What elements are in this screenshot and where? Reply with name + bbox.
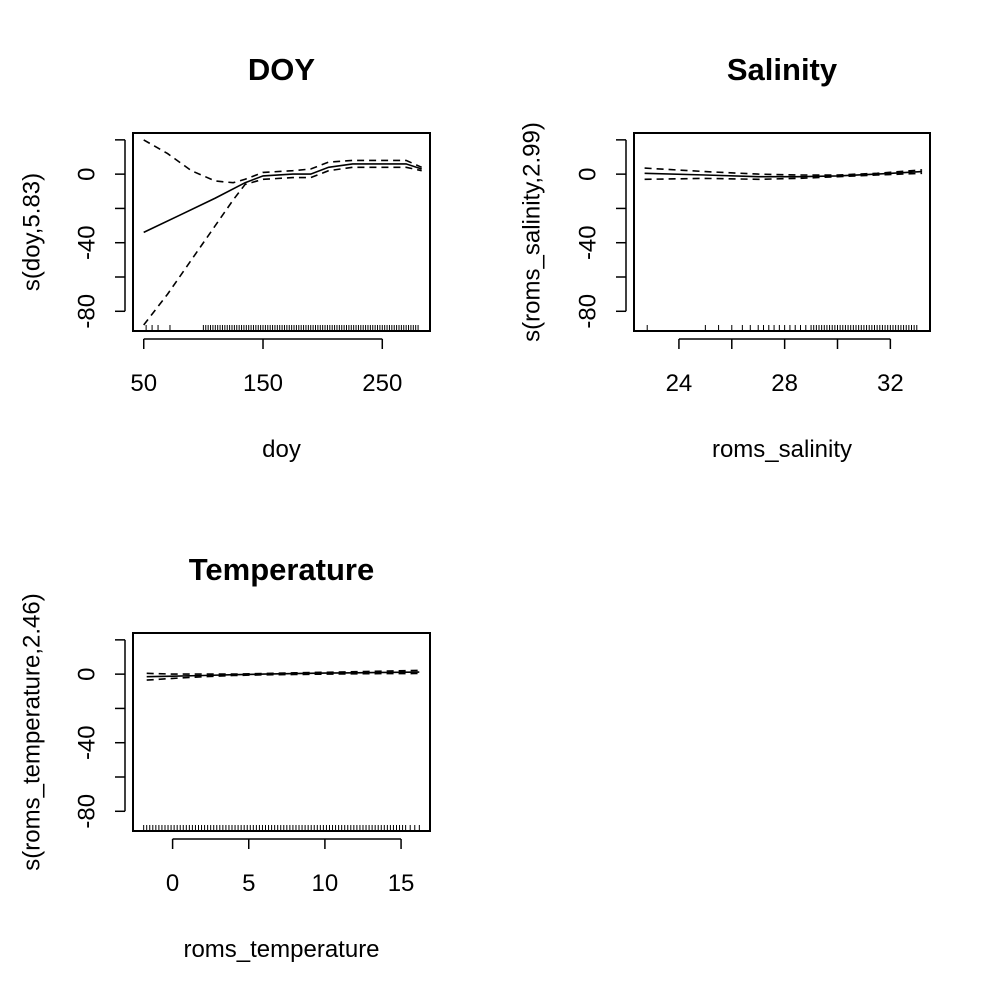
panel-salinity-y-tick-label: 0	[575, 167, 602, 180]
panel-salinity-rug	[646, 325, 918, 331]
panel-salinity-x-axis-label: roms_salinity	[712, 436, 852, 463]
panel-salinity-y-axis-label: s(roms_salinity,2.99)	[519, 122, 546, 342]
panel-doy-y-tick-label: 0	[74, 167, 101, 180]
panel-doy-x-tick-label: 150	[243, 370, 283, 397]
panel-temperature-y-tick-label: -80	[74, 794, 101, 829]
panel-doy-lower-ci-line	[143, 166, 422, 326]
panel-salinity-title: Salinity	[727, 52, 838, 87]
panel-temperature-title: Temperature	[189, 552, 375, 587]
panel-temperature-plot-frame	[132, 632, 431, 832]
panel-doy: DOY 50 150 250 -80 -40 0 doy s(doy,5.83)	[19, 52, 431, 463]
panel-doy-title: DOY	[248, 52, 316, 87]
panel-doy-upper-ci-line	[143, 139, 423, 184]
panel-temperature-y-tick-label: -40	[74, 725, 101, 760]
panel-temperature-x-tick-label: 0	[166, 870, 179, 897]
panel-temperature-x-tick-label: 15	[388, 870, 415, 897]
panel-doy-rug	[145, 325, 419, 331]
panel-doy-y-tick-label: -40	[74, 225, 101, 260]
panel-temperature-y-tick-label: 0	[74, 667, 101, 680]
panel-temperature-x-tick-label: 10	[312, 870, 339, 897]
panel-salinity-x-tick-label: 28	[771, 370, 798, 397]
panel-doy-x-axis-label: doy	[262, 436, 301, 463]
panel-temperature-y-axis-label: s(roms_temperature,2.46)	[19, 593, 46, 870]
panel-salinity-x-tick-label: 32	[877, 370, 904, 397]
panel-salinity-y-tick-label: -80	[575, 294, 602, 329]
panel-temperature-lower-ci-line	[146, 672, 420, 681]
panel-temperature-upper-ci-line	[146, 669, 420, 675]
panel-temperature-rug	[143, 825, 420, 831]
panel-temperature: Temperature 0 5 10 15 -80 -40 0 roms_temperature…	[19, 552, 431, 963]
panel-salinity-plot-frame	[633, 132, 931, 332]
panel-salinity-upper-ci-line	[644, 167, 923, 176]
panel-doy-y-axis-label: s(doy,5.83)	[19, 173, 46, 291]
panel-temperature-x-tick-label: 5	[242, 870, 255, 897]
panel-temperature-x-axis-label: roms_temperature	[183, 936, 379, 963]
panel-doy-plot-frame	[132, 132, 431, 332]
panel-doy-x-tick-label: 50	[130, 370, 157, 397]
panel-doy-x-tick-label: 250	[362, 370, 402, 397]
panel-salinity-x-tick-label: 24	[666, 370, 693, 397]
panel-doy-y-tick-label: -80	[74, 294, 101, 329]
panel-salinity: Salinity 24 28 32 -80 -40 0 roms_salinity s(roms…	[519, 52, 931, 463]
panel-salinity-lower-ci-line	[644, 172, 923, 181]
panel-salinity-y-tick-label: -40	[575, 225, 602, 260]
panel-doy-smooth-fit-line	[143, 163, 422, 234]
